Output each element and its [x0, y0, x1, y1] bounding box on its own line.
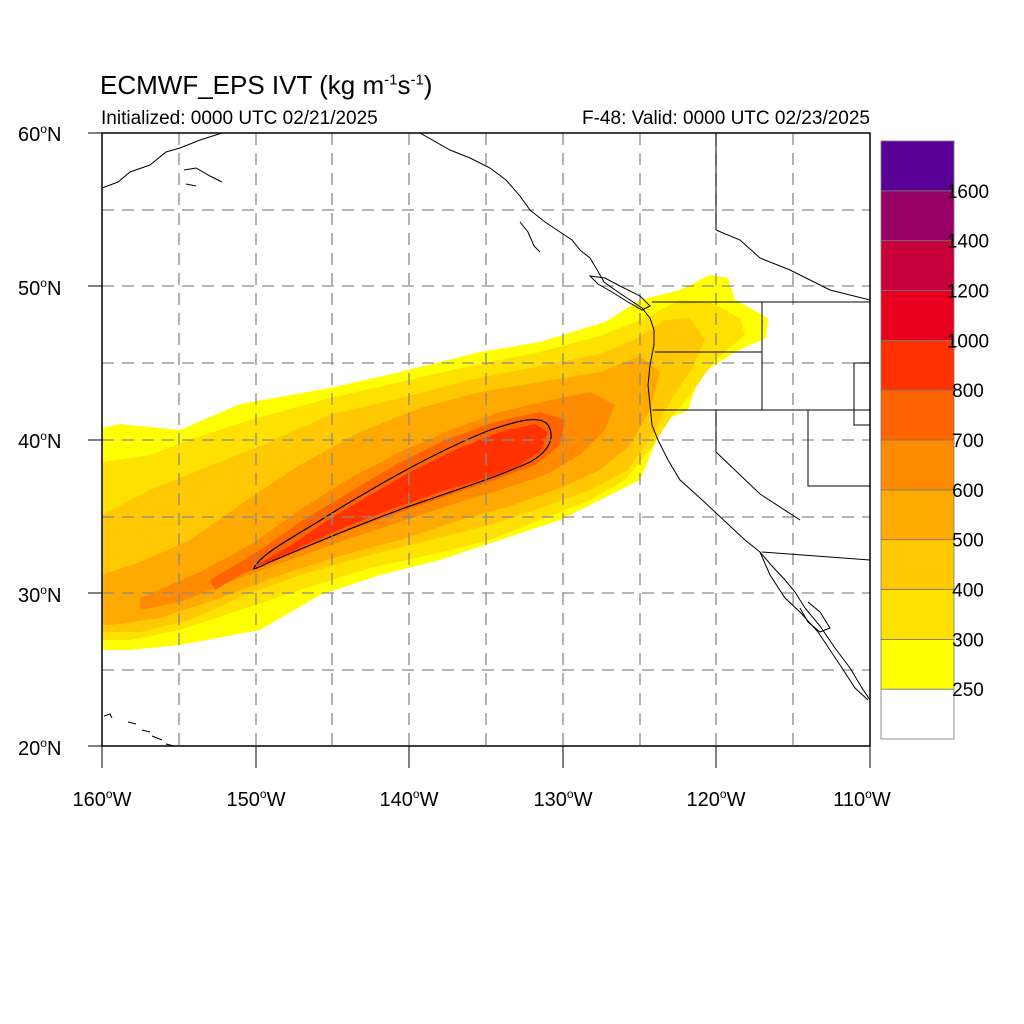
- valid-time: F-48: Valid: 0000 UTC 02/23/2025: [582, 108, 870, 129]
- colorbar-label: 700: [952, 431, 984, 452]
- lat-label-40: 40oN: [18, 429, 61, 453]
- hawaii-islands: [103, 713, 175, 746]
- ivt-shading: [102, 275, 768, 650]
- political-borders: [652, 133, 870, 561]
- colorbar-swatch: [880, 240, 955, 291]
- colorbar-label: 800: [952, 381, 984, 402]
- colorbar-swatch: [880, 589, 955, 640]
- lat-label-50: 50oN: [18, 276, 61, 300]
- lat-label-20: 20oN: [18, 736, 61, 760]
- lon-label-130w: 130oW: [534, 787, 593, 811]
- us-west-coast: [647, 317, 870, 701]
- vancouver-island: [588, 275, 651, 311]
- colorbar-label: 400: [952, 581, 984, 602]
- colorbar-label: 500: [952, 531, 984, 552]
- gulf-california: [799, 601, 831, 633]
- colorbar-label: 1400: [947, 232, 989, 253]
- colorbar-label: 300: [952, 630, 984, 651]
- colorbar-label: 1600: [947, 182, 989, 203]
- alaska-islands: [183, 167, 223, 187]
- lon-label-110w: 110oW: [833, 787, 891, 811]
- lat-lon-grid: [102, 133, 870, 746]
- coastlines: [102, 133, 870, 746]
- lat-label-30: 30oN: [18, 583, 61, 607]
- colorbar-label: 250: [952, 680, 984, 701]
- colorbar-swatch: [880, 489, 955, 541]
- colorbar-label: 1000: [947, 331, 989, 352]
- baja-peninsula: [759, 551, 869, 701]
- colorbar-swatch: [880, 140, 955, 192]
- colorbar-swatch: [880, 688, 955, 740]
- alaska-coast: [102, 133, 223, 189]
- colorbar-swatch: [880, 190, 955, 242]
- ivt-band-800: [255, 424, 548, 566]
- colorbar-swatch: [880, 638, 955, 690]
- colorbar-labels: 250 300 400 500 600 700 800 1000 1200 1400 1600: [947, 182, 989, 701]
- colorbar-swatch: [880, 539, 955, 590]
- lon-label-160w: 160oW: [73, 787, 132, 811]
- ivt-contour: [253, 419, 552, 570]
- lon-label-120w: 120oW: [687, 787, 746, 811]
- initialized-time: Initialized: 0000 UTC 02/21/2025: [101, 108, 378, 129]
- colorbar: [880, 140, 955, 740]
- colorbar-swatch: [880, 439, 955, 491]
- axis-ticks: [88, 132, 871, 768]
- lat-label-60: 60oN: [18, 122, 61, 146]
- map-title: ECMWF_EPS IVT (kg m-1s-1): [100, 70, 433, 100]
- colorbar-swatch: [880, 389, 955, 441]
- se-alaska-coast: [419, 133, 597, 269]
- colorbar-swatch: [880, 290, 955, 341]
- colorbar-label: 1200: [947, 282, 989, 303]
- colorbar-label: 600: [952, 481, 984, 502]
- lon-label-150w: 150oW: [227, 787, 286, 811]
- haida-gwaii: [519, 221, 541, 253]
- colorbar-swatch: [880, 339, 955, 391]
- lon-label-140w: 140oW: [380, 787, 439, 811]
- lon-labels: 160oW 150oW 140oW 130oW 120oW 110oW: [73, 787, 891, 811]
- lat-labels: 60oN 50oN 40oN 30oN 20oN: [18, 122, 61, 760]
